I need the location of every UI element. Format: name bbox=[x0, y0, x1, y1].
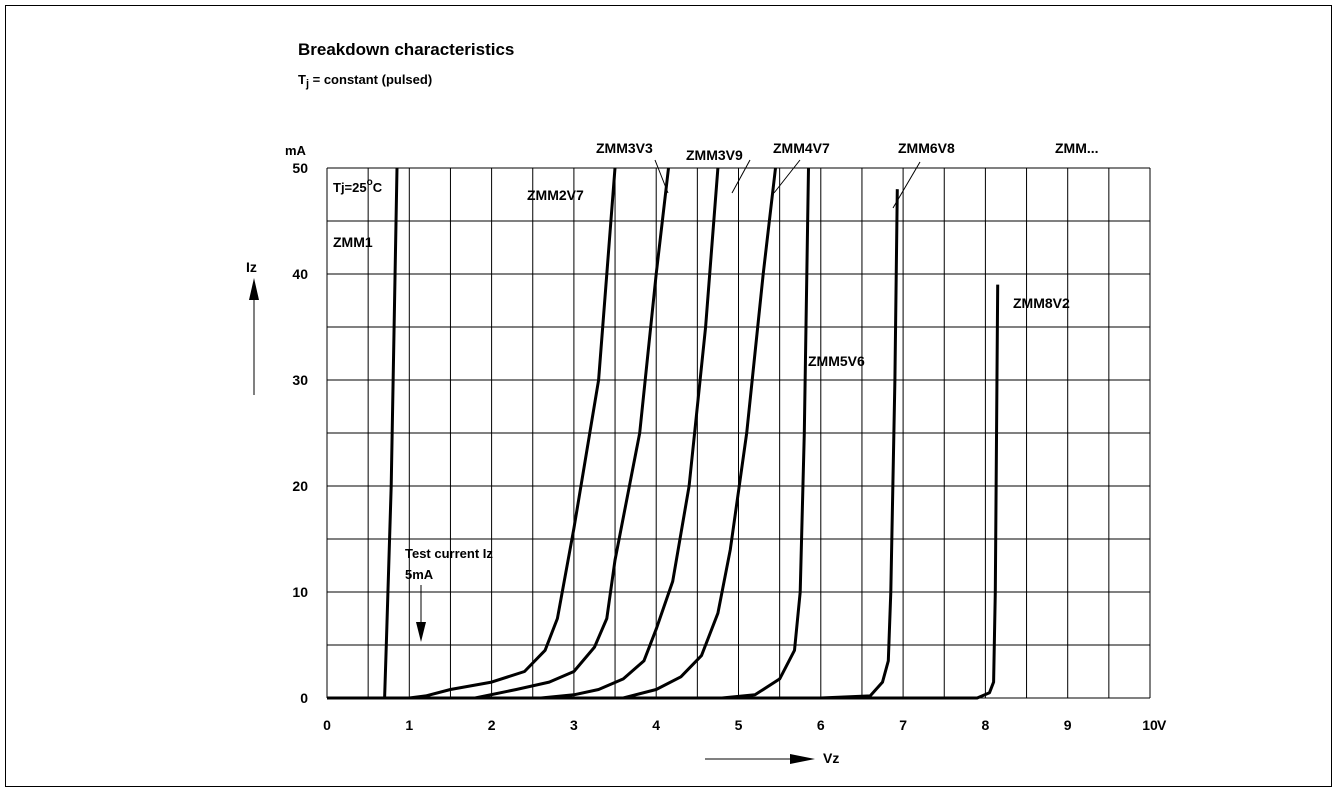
x-tick-label: 10 bbox=[1142, 717, 1158, 733]
curve-zmm2v7 bbox=[409, 167, 617, 700]
x-tick-label: 3 bbox=[570, 717, 578, 733]
x-tick-labels: 0 1 2 3 4 5 6 7 8 9 10 bbox=[323, 717, 1158, 733]
y-unit-label: mA bbox=[285, 143, 307, 158]
chart-frame bbox=[5, 5, 1332, 787]
series-label-zmm6v8: ZMM6V8 bbox=[898, 140, 955, 156]
label-leader-line bbox=[731, 159, 751, 194]
temperature-label: Tj=25oC bbox=[333, 177, 383, 195]
y-tick-labels: 0 10 20 30 40 50 bbox=[292, 160, 308, 706]
label-leader-line bbox=[892, 161, 921, 209]
curve-zmm6v8 bbox=[820, 189, 899, 700]
series-label-zmm3v9: ZMM3V9 bbox=[686, 147, 743, 163]
x-tick-label: 0 bbox=[323, 717, 331, 733]
curves bbox=[327, 167, 1000, 700]
series-labels: ZMM1 ZMM2V7 ZMM3V3 ZMM3V9 ZMM4V7 ZMM5V6 ZMM6V8… bbox=[333, 140, 1099, 369]
label-leader-line bbox=[654, 159, 669, 194]
series-label-zmm-more: ZMM... bbox=[1055, 140, 1099, 156]
x-tick-label: 5 bbox=[735, 717, 743, 733]
y-tick-label: 10 bbox=[292, 584, 308, 600]
chart-subtitle: Tj = constant (pulsed) bbox=[298, 72, 432, 90]
y-tick-label: 30 bbox=[292, 372, 308, 388]
series-label-zmm2v7: ZMM2V7 bbox=[527, 187, 584, 203]
series-label-zmm8v2: ZMM8V2 bbox=[1013, 295, 1070, 311]
y-axis-label: Iz bbox=[246, 259, 257, 275]
x-tick-label: 2 bbox=[488, 717, 496, 733]
series-label-zmm3v3: ZMM3V3 bbox=[596, 140, 653, 156]
x-tick-label: 9 bbox=[1064, 717, 1072, 733]
x-tick-label: 6 bbox=[817, 717, 825, 733]
y-tick-label: 40 bbox=[292, 266, 308, 282]
x-axis-arrow-head bbox=[790, 754, 815, 764]
y-tick-label: 50 bbox=[292, 160, 308, 176]
y-tick-label: 20 bbox=[292, 478, 308, 494]
curve-zmm3v3 bbox=[474, 167, 670, 700]
y-axis-arrow-head bbox=[249, 278, 259, 300]
series-label-zmm4v7: ZMM4V7 bbox=[773, 140, 830, 156]
series-label-zmm5v6: ZMM5V6 bbox=[808, 353, 865, 369]
curve-zmm3v9 bbox=[540, 167, 720, 700]
chart-title: Breakdown characteristics bbox=[298, 40, 514, 59]
curve-zmm8v2 bbox=[327, 284, 1000, 700]
test-current-arrow-head bbox=[416, 622, 426, 642]
x-axis-label: Vz bbox=[823, 750, 839, 766]
test-current-label-line1: Test current Iz bbox=[405, 546, 493, 561]
test-current-label-line2: 5mA bbox=[405, 567, 434, 582]
x-tick-label: 8 bbox=[982, 717, 990, 733]
curve-zmm5v6 bbox=[721, 167, 810, 700]
grid-lines bbox=[326, 167, 1151, 699]
x-tick-label: 7 bbox=[899, 717, 907, 733]
x-tick-label: 1 bbox=[405, 717, 413, 733]
label-leader-line bbox=[773, 159, 801, 194]
y-tick-label: 0 bbox=[300, 690, 308, 706]
x-unit-label: V bbox=[1157, 717, 1167, 733]
x-tick-label: 4 bbox=[652, 717, 660, 733]
series-label-zmm1: ZMM1 bbox=[333, 234, 373, 250]
curve-zmm4v7 bbox=[622, 167, 777, 700]
